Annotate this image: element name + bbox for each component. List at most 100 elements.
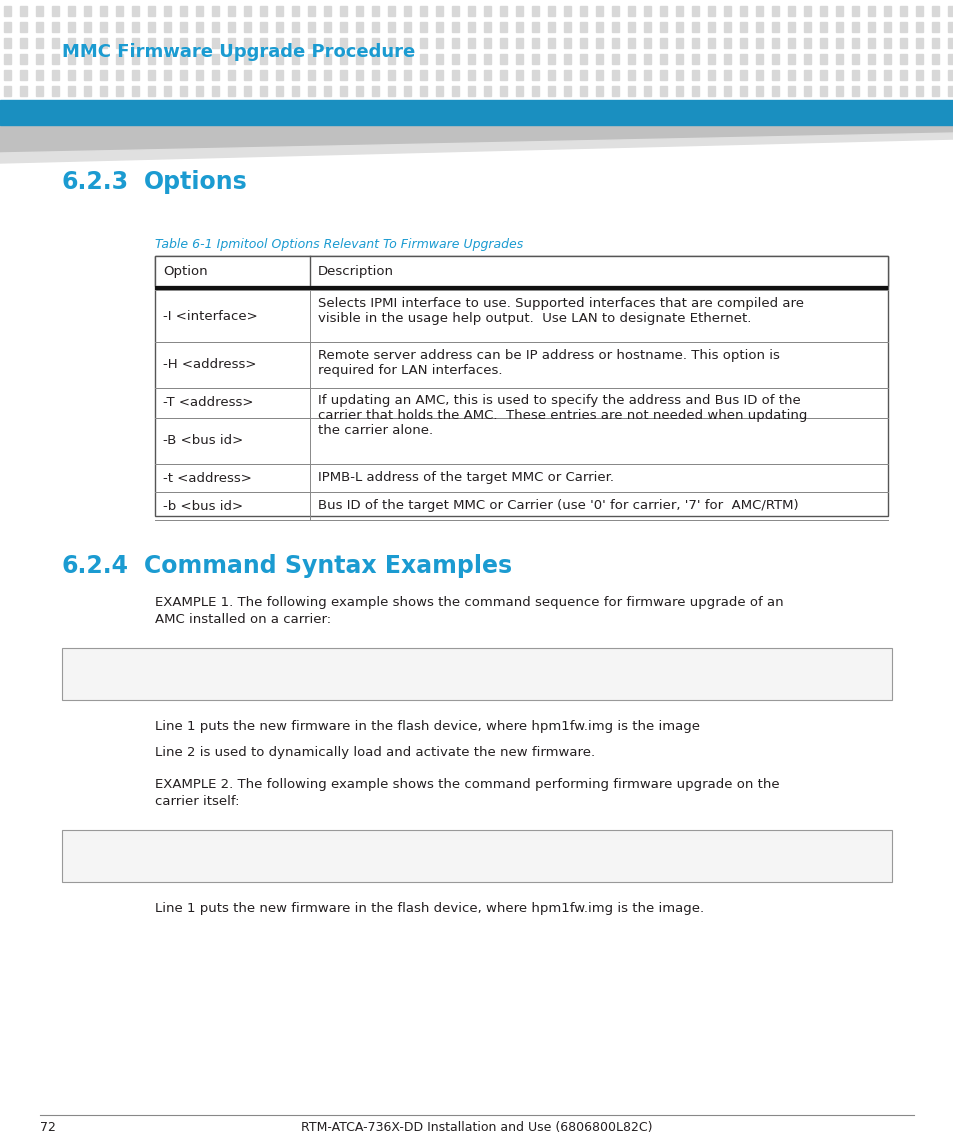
- Bar: [707, 86, 714, 96]
- Bar: [100, 6, 107, 16]
- Bar: [228, 38, 234, 48]
- Bar: [308, 70, 314, 80]
- Bar: [483, 70, 491, 80]
- Bar: [116, 6, 123, 16]
- Bar: [612, 54, 618, 64]
- Bar: [612, 22, 618, 32]
- Text: -H <address>: -H <address>: [163, 358, 256, 371]
- Bar: [388, 22, 395, 32]
- Bar: [68, 6, 75, 16]
- Text: Line 2 is used to dynamically load and activate the new firmware.: Line 2 is used to dynamically load and a…: [154, 747, 595, 759]
- Bar: [164, 70, 171, 80]
- Bar: [899, 6, 906, 16]
- Bar: [499, 70, 506, 80]
- Bar: [579, 6, 586, 16]
- Bar: [723, 6, 730, 16]
- Bar: [36, 86, 43, 96]
- Bar: [244, 70, 251, 80]
- Bar: [324, 70, 331, 80]
- Bar: [740, 86, 746, 96]
- Text: Bus ID of the target MMC or Carrier (use '0' for carrier, '7' for  AMC/RTM): Bus ID of the target MMC or Carrier (use…: [317, 499, 798, 512]
- Bar: [324, 38, 331, 48]
- Polygon shape: [0, 125, 953, 153]
- Bar: [195, 70, 203, 80]
- Bar: [707, 70, 714, 80]
- Bar: [244, 6, 251, 16]
- Bar: [483, 54, 491, 64]
- Bar: [612, 38, 618, 48]
- Bar: [691, 70, 699, 80]
- Bar: [659, 38, 666, 48]
- Bar: [154, 256, 887, 516]
- Bar: [372, 54, 378, 64]
- Bar: [547, 70, 555, 80]
- Bar: [468, 70, 475, 80]
- Bar: [787, 54, 794, 64]
- Bar: [84, 86, 91, 96]
- Bar: [339, 70, 347, 80]
- Bar: [787, 86, 794, 96]
- Bar: [275, 86, 283, 96]
- Bar: [883, 22, 890, 32]
- Bar: [20, 54, 27, 64]
- Bar: [627, 22, 635, 32]
- Bar: [851, 70, 858, 80]
- Bar: [643, 70, 650, 80]
- Bar: [947, 38, 953, 48]
- Bar: [308, 38, 314, 48]
- Bar: [180, 86, 187, 96]
- Bar: [820, 86, 826, 96]
- Bar: [771, 86, 779, 96]
- Bar: [84, 6, 91, 16]
- Bar: [676, 86, 682, 96]
- Bar: [308, 86, 314, 96]
- Text: AMC installed on a carrier:: AMC installed on a carrier:: [154, 613, 331, 626]
- Bar: [275, 70, 283, 80]
- Bar: [915, 54, 923, 64]
- Bar: [100, 70, 107, 80]
- Text: IPMB-L address of the target MMC or Carrier.: IPMB-L address of the target MMC or Carr…: [317, 471, 614, 484]
- Bar: [483, 86, 491, 96]
- Bar: [419, 38, 427, 48]
- Bar: [84, 54, 91, 64]
- Bar: [771, 70, 779, 80]
- Bar: [275, 6, 283, 16]
- Bar: [275, 22, 283, 32]
- Bar: [452, 38, 458, 48]
- Bar: [883, 54, 890, 64]
- Bar: [835, 86, 842, 96]
- Bar: [867, 6, 874, 16]
- Bar: [851, 38, 858, 48]
- Text: MMC Firmware Upgrade Procedure: MMC Firmware Upgrade Procedure: [62, 44, 415, 61]
- Bar: [931, 6, 938, 16]
- Bar: [835, 54, 842, 64]
- Bar: [803, 38, 810, 48]
- Bar: [84, 38, 91, 48]
- Bar: [212, 38, 219, 48]
- Text: Selects IPMI interface to use. Supported interfaces that are compiled are
visibl: Selects IPMI interface to use. Supported…: [317, 297, 803, 325]
- Bar: [612, 6, 618, 16]
- Bar: [260, 70, 267, 80]
- Bar: [100, 54, 107, 64]
- Bar: [563, 54, 571, 64]
- Bar: [820, 70, 826, 80]
- Text: Option: Option: [163, 264, 208, 277]
- Bar: [52, 70, 59, 80]
- Bar: [388, 54, 395, 64]
- Bar: [676, 70, 682, 80]
- Bar: [787, 70, 794, 80]
- Bar: [532, 54, 538, 64]
- Bar: [516, 22, 522, 32]
- Bar: [691, 54, 699, 64]
- Bar: [820, 54, 826, 64]
- Bar: [116, 54, 123, 64]
- Text: EXAMPLE 1. The following example shows the command sequence for firmware upgrade: EXAMPLE 1. The following example shows t…: [154, 597, 782, 609]
- Bar: [820, 38, 826, 48]
- Bar: [707, 6, 714, 16]
- Bar: [403, 38, 411, 48]
- Bar: [324, 6, 331, 16]
- Bar: [4, 70, 11, 80]
- Bar: [883, 6, 890, 16]
- Bar: [324, 54, 331, 64]
- Bar: [579, 54, 586, 64]
